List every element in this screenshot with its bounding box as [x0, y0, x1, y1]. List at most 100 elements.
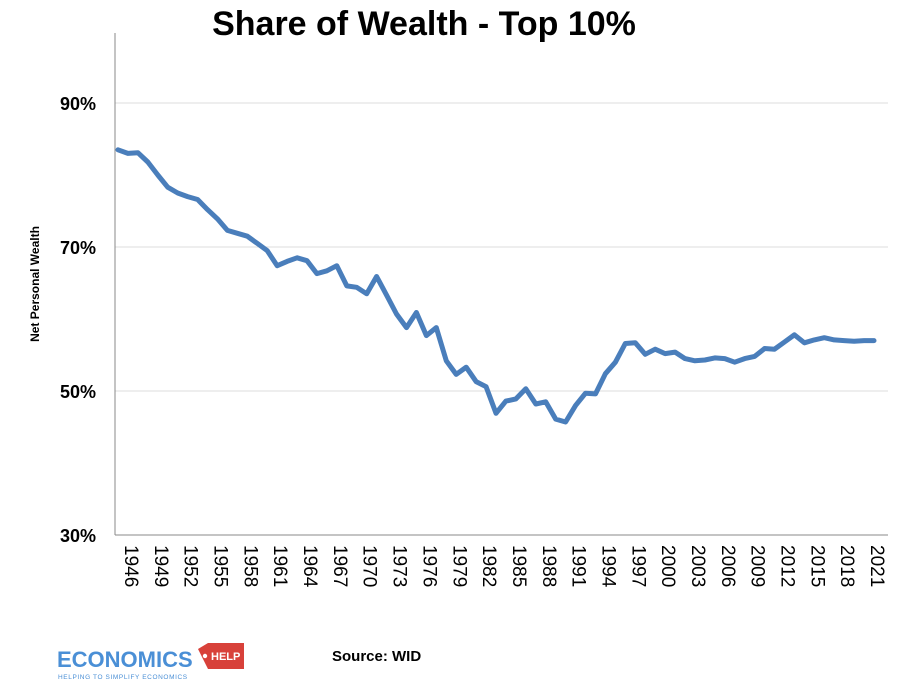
data-point: [346, 285, 348, 287]
data-point: [833, 339, 835, 341]
data-point: [585, 392, 586, 394]
data-point: [117, 149, 119, 151]
data-point: [147, 161, 149, 163]
y-tick-label: 30%: [60, 526, 96, 546]
data-point: [744, 358, 746, 360]
data-point: [863, 340, 865, 342]
data-point: [167, 186, 169, 188]
x-tick-label: 1973: [389, 545, 410, 587]
data-point: [217, 218, 218, 220]
data-point: [246, 235, 248, 237]
data-point: [356, 286, 358, 288]
x-tick-label: 2021: [866, 545, 887, 587]
data-point: [555, 418, 557, 420]
y-tick-label: 90%: [60, 94, 96, 114]
x-tick-label: 1994: [597, 545, 618, 588]
x-tick-label: 1988: [538, 545, 559, 587]
data-point: [525, 388, 527, 390]
data-point: [764, 348, 766, 349]
data-point: [386, 294, 388, 296]
x-tick-label: 1979: [448, 545, 469, 587]
data-point: [634, 342, 636, 344]
data-point: [595, 393, 596, 395]
data-point: [823, 337, 825, 339]
data-point: [455, 373, 457, 375]
data-point: [853, 340, 855, 342]
x-tick-label: 1958: [239, 545, 260, 587]
logo-tag-hole: [202, 653, 208, 659]
y-axis-label: Net Personal Wealth: [28, 226, 42, 342]
data-point: [366, 293, 368, 295]
data-point: [495, 412, 497, 414]
data-point: [226, 229, 228, 231]
chart-title: Share of Wealth - Top 10%: [212, 5, 636, 43]
data-point: [296, 257, 298, 259]
data-point: [197, 199, 199, 200]
x-tick-label: 1982: [478, 545, 499, 587]
data-point: [674, 351, 676, 353]
data-point: [774, 348, 775, 350]
data-point: [406, 327, 407, 329]
x-tick-label: 2015: [806, 545, 827, 587]
data-point: [306, 260, 308, 262]
x-tick-label: 1964: [299, 545, 320, 588]
gridlines: [115, 102, 888, 392]
logo-help-tag: HELP: [211, 651, 240, 663]
data-point: [177, 192, 179, 194]
x-tick-label: 2003: [687, 545, 708, 587]
data-point: [604, 373, 606, 375]
x-tick-label: 2012: [777, 545, 798, 587]
data-point: [236, 232, 238, 234]
data-point: [654, 348, 656, 350]
data-point: [157, 174, 159, 176]
data-point: [644, 353, 646, 355]
x-tick-labels: 1946 1949 1952 1955 1958 1961 1964 1967 1970 1973…: [120, 545, 887, 588]
y-tick-label: 50%: [60, 382, 96, 402]
data-point: [704, 359, 706, 361]
data-point: [127, 152, 129, 154]
data-point: [535, 403, 537, 405]
data-point: [724, 358, 726, 360]
data-point: [207, 209, 208, 211]
data-point: [664, 353, 666, 355]
source-note: Source: WID: [332, 648, 421, 665]
data-point: [813, 339, 815, 341]
data-point: [734, 361, 736, 363]
data-point: [316, 273, 318, 275]
x-tick-label: 1955: [210, 545, 231, 587]
data-point: [714, 357, 716, 359]
data-point: [435, 327, 437, 329]
data-point: [515, 398, 517, 400]
data-point: [803, 342, 805, 344]
data-point: [286, 260, 288, 262]
x-tick-label: 2000: [657, 545, 678, 587]
data-point: [614, 361, 616, 363]
x-tick-label: 1970: [359, 545, 380, 587]
x-tick-label: 1961: [269, 545, 290, 587]
data-point: [684, 358, 686, 360]
x-tick-label: 1976: [418, 545, 439, 587]
data-point: [137, 152, 139, 154]
data-point: [793, 334, 795, 336]
data-point: [784, 341, 785, 343]
data-point: [475, 381, 477, 383]
data-point: [326, 270, 328, 272]
x-tick-label: 1997: [627, 545, 648, 587]
x-tick-label: 1949: [150, 545, 171, 587]
data-point: [873, 340, 875, 342]
data-point: [565, 421, 567, 423]
data-point: [396, 313, 397, 315]
data-point: [545, 401, 547, 403]
data-point: [336, 265, 338, 267]
logo-word: ECONOMICS: [57, 647, 193, 672]
x-tick-label: 1952: [180, 545, 201, 587]
data-point: [485, 386, 487, 388]
data-point: [425, 335, 427, 337]
data-point: [445, 360, 447, 362]
data-point: [694, 360, 696, 362]
data-point: [575, 404, 577, 406]
data-point: [187, 196, 189, 198]
data-point: [415, 312, 417, 313]
series-layer: [115, 147, 877, 425]
